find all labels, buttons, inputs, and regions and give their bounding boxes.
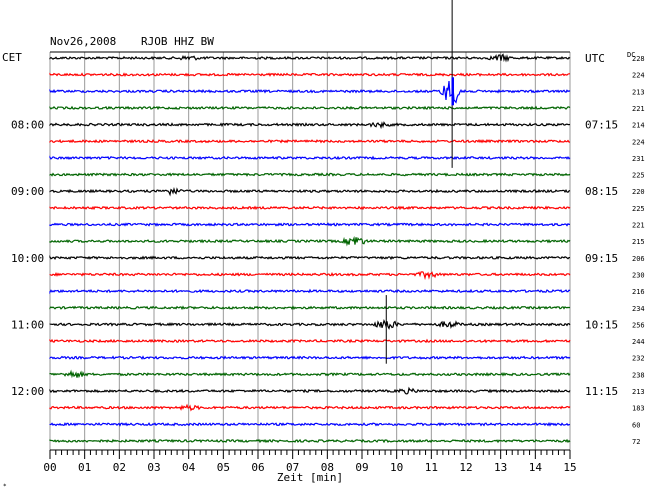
trace-row-13 [49, 271, 571, 281]
x-tick-label: 15 [563, 461, 576, 474]
dc-offset-value: 214 [632, 122, 645, 130]
x-tick-label: 14 [529, 461, 543, 474]
trace-row-14 [49, 288, 571, 295]
dc-offset-value: 225 [632, 205, 645, 213]
date-label: Nov26,2008 [50, 35, 116, 48]
trace-row-4 [49, 121, 571, 130]
x-tick-label: 06 [251, 461, 264, 474]
dc-offset-value: 221 [632, 105, 645, 113]
right-time-label: 07:15 [585, 119, 618, 132]
trace-row-22 [49, 421, 571, 427]
x-tick-label: 08 [321, 461, 334, 474]
dc-offset-value: 213 [632, 388, 645, 396]
dc-offset-value: 216 [632, 288, 645, 296]
trace-row-2 [49, 81, 571, 104]
trace-row-15 [49, 305, 571, 311]
right-time-label: UTC [585, 52, 605, 65]
trace-row-6 [49, 155, 571, 161]
x-tick-label: 02 [113, 461, 126, 474]
x-tick-label: 03 [147, 461, 160, 474]
dc-offset-value: 232 [632, 355, 645, 363]
x-tick-label: 07 [286, 461, 299, 474]
dc-header-label: DC [627, 51, 635, 59]
dc-offset-value: 228 [632, 55, 645, 63]
trace-row-9 [49, 205, 571, 211]
dc-offset-value: 206 [632, 255, 645, 263]
x-tick-label: 11 [425, 461, 438, 474]
right-time-label: 09:15 [585, 252, 618, 265]
x-tick-label: 10 [390, 461, 403, 474]
dc-offset-value: 215 [632, 238, 645, 246]
trace-row-19 [49, 369, 571, 379]
trace-row-16 [49, 319, 571, 330]
right-time-label: 08:15 [585, 185, 618, 198]
trace-row-18 [49, 355, 571, 361]
left-time-label: 12:00 [11, 385, 44, 398]
dc-offset-value: 224 [632, 72, 645, 80]
trace-row-3 [49, 105, 571, 111]
dc-offset-value: 231 [632, 155, 645, 163]
x-tick-label: 09 [355, 461, 368, 474]
dc-offset-value: 238 [632, 371, 645, 379]
dc-offset-value: 213 [632, 88, 645, 96]
x-tick-label: 12 [459, 461, 472, 474]
x-tick-label: 13 [494, 461, 507, 474]
corner-mark: * [3, 483, 7, 490]
x-axis-label: Zeit [min] [277, 471, 343, 484]
dc-offset-value: 225 [632, 172, 645, 180]
dc-offset-value: 224 [632, 138, 645, 146]
x-tick-label: 05 [217, 461, 230, 474]
trace-row-11 [49, 235, 571, 247]
trace-row-10 [49, 222, 570, 227]
trace-row-21 [49, 403, 571, 412]
trace-row-7 [49, 172, 571, 177]
dc-offset-value: 72 [632, 438, 640, 446]
dc-offset-value: 60 [632, 421, 640, 429]
dc-offset-value: 256 [632, 321, 645, 329]
trace-row-23 [49, 438, 571, 444]
left-time-label: 10:00 [11, 252, 44, 265]
left-time-label: 09:00 [11, 185, 44, 198]
dc-offset-value: 221 [632, 222, 645, 230]
x-tick-label: 00 [43, 461, 56, 474]
dc-offset-value: 234 [632, 305, 645, 313]
dc-offset-value: 183 [632, 405, 645, 413]
x-tick-label: 04 [182, 461, 196, 474]
left-timezone-label: CET [2, 51, 22, 64]
trace-row-12 [49, 255, 570, 261]
trace-row-5 [49, 139, 571, 144]
left-time-label: 11:00 [11, 318, 44, 331]
trace-row-17 [49, 338, 571, 344]
right-time-label: 11:15 [585, 385, 618, 398]
left-time-label: 08:00 [11, 119, 44, 132]
trace-row-0 [49, 53, 571, 63]
trace-row-1 [49, 72, 570, 78]
dc-offset-value: 220 [632, 188, 645, 196]
trace-row-20 [49, 386, 571, 395]
x-tick-label: 01 [78, 461, 91, 474]
station-label: RJOB HHZ BW [141, 35, 214, 48]
right-time-label: 10:15 [585, 318, 618, 331]
dc-offset-value: 230 [632, 271, 645, 279]
trace-row-8 [49, 186, 571, 197]
dc-offset-value: 244 [632, 338, 645, 346]
